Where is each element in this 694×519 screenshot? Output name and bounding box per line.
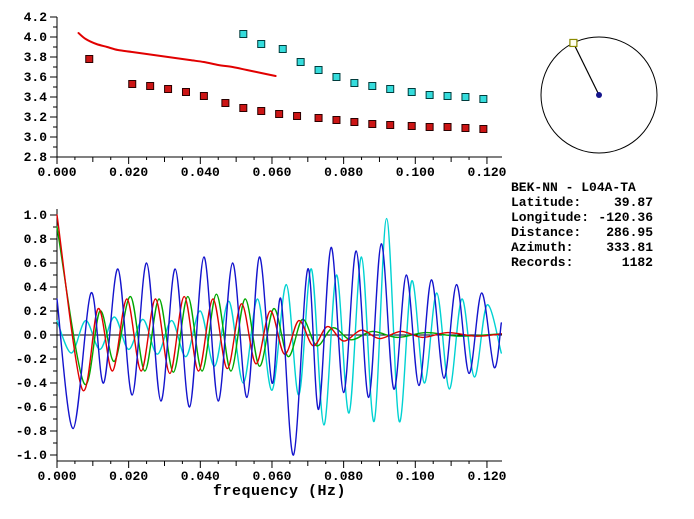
info-label: Records: <box>511 255 574 270</box>
group-velocity-picks-point <box>461 124 470 132</box>
group-velocity-picks-point <box>350 118 359 126</box>
phase-velocity-picks-point <box>257 40 266 48</box>
waveforms-plot: 0.000 0.020 0.040 0.060 0.080 0.100 0.120 -1.0 -… <box>16 208 507 484</box>
y-tick-label: 4.2 <box>24 10 48 25</box>
azimuth-pointer <box>572 42 600 96</box>
x-tick-label: 0.000 <box>37 165 76 180</box>
station-info-row: Latitude: 39.87 <box>511 195 653 210</box>
group-velocity-picks-point <box>407 122 416 130</box>
x-tick-label: 0.020 <box>109 469 148 484</box>
phase-velocity-picks-point <box>443 92 452 100</box>
info-label: Longitude: <box>511 210 590 225</box>
phase-velocity-picks-point <box>425 91 434 99</box>
group-velocity-picks-point <box>386 121 395 129</box>
info-label: Azimuth: <box>511 240 574 255</box>
group-velocity-picks-point <box>146 82 155 90</box>
group-velocity-picks-point <box>164 85 173 93</box>
dial-circle <box>540 36 658 154</box>
y-tick-label: 3.8 <box>24 50 48 65</box>
phase-velocity-picks-point <box>278 45 287 53</box>
phase-velocity-picks-point <box>350 79 359 87</box>
station-info-row: Records: 1182 <box>511 255 653 270</box>
info-label: Distance: <box>511 225 582 240</box>
y-tick-label: 4.0 <box>24 30 48 45</box>
phase-velocity-picks-point <box>407 88 416 96</box>
group-velocity-picks-point <box>479 125 488 133</box>
x-axis-title: frequency (Hz) <box>212 483 347 500</box>
azimuth-endpoint-marker <box>569 38 578 48</box>
y-tick-label: 1.0 <box>24 208 48 223</box>
group-velocity-picks-point <box>85 55 94 63</box>
group-velocity-picks-point <box>332 116 341 124</box>
group-velocity-picks-point <box>443 123 452 131</box>
x-tick-label: 0.040 <box>181 165 220 180</box>
info-value: 1182 <box>621 255 653 270</box>
phase-velocity-picks-point <box>332 73 341 81</box>
trace-green <box>56 226 502 386</box>
y-tick-label: 2.8 <box>24 150 48 165</box>
phase-velocity-picks-point <box>296 58 305 66</box>
phase-velocity-picks-point <box>461 93 470 101</box>
info-value: 39.87 <box>613 195 653 210</box>
info-label: Latitude: <box>511 195 582 210</box>
phase-velocity-picks-point <box>368 82 377 90</box>
y-tick-label: -0.6 <box>16 400 47 415</box>
station-info-row: Azimuth: 333.81 <box>511 240 653 255</box>
group-velocity-picks-point <box>275 110 284 118</box>
y-tick-label: -0.4 <box>16 376 47 391</box>
group-velocity-picks-point <box>293 112 302 120</box>
y-tick-label: 0.2 <box>24 304 48 319</box>
y-tick-label: 3.2 <box>24 110 48 125</box>
reference-dispersion-curve <box>77 32 277 77</box>
phase-velocity-picks-point <box>239 30 248 38</box>
trace-blue <box>56 243 502 456</box>
y-tick-label: 0.0 <box>24 328 48 343</box>
group-velocity-picks-point <box>257 107 266 115</box>
group-velocity-picks-point <box>128 80 137 88</box>
azimuth-dial <box>540 36 658 154</box>
dispersion-plot: 0.000 0.020 0.040 0.060 0.080 0.100 0.120 2.8 3.… <box>24 10 507 180</box>
y-tick-label: -0.8 <box>16 424 47 439</box>
group-velocity-picks-point <box>314 114 323 122</box>
x-tick-label: 0.000 <box>37 469 76 484</box>
y-tick-label: 0.4 <box>24 280 48 295</box>
station-pair-title: BEK-NN - L04A-TA <box>511 180 636 195</box>
x-tick-label: 0.040 <box>181 469 220 484</box>
group-velocity-picks-point <box>221 99 230 107</box>
group-velocity-picks-point <box>368 120 377 128</box>
phase-velocity-picks-point <box>479 95 488 103</box>
y-tick-label: 3.6 <box>24 70 48 85</box>
x-tick-label: 0.120 <box>467 469 506 484</box>
station-info-row: Longitude: -120.36 <box>511 210 653 225</box>
y-tick-label: 0.8 <box>24 232 48 247</box>
x-tick-label: 0.080 <box>324 469 363 484</box>
x-tick-label: 0.120 <box>467 165 506 180</box>
x-tick-label: 0.020 <box>109 165 148 180</box>
group-velocity-picks-point <box>239 104 248 112</box>
dial-center-dot <box>596 92 602 98</box>
x-tick-label: 0.100 <box>396 165 435 180</box>
group-velocity-picks-point <box>199 92 208 100</box>
y-tick-label: -0.2 <box>16 352 47 367</box>
phase-velocity-picks-point <box>314 66 323 74</box>
group-velocity-picks-point <box>425 123 434 131</box>
y-tick-label: 0.6 <box>24 256 48 271</box>
info-value: -120.36 <box>598 210 653 225</box>
station-info-row: Distance: 286.95 <box>511 225 653 240</box>
info-value: 286.95 <box>606 225 653 240</box>
x-tick-label: 0.060 <box>252 165 291 180</box>
station-info-panel: BEK-NN - L04A-TA Latitude: 39.87 Longitude… <box>511 180 653 270</box>
y-tick-label: 3.4 <box>24 90 48 105</box>
phase-velocity-picks-point <box>386 85 395 93</box>
x-tick-label: 0.060 <box>252 469 291 484</box>
group-velocity-picks-point <box>181 88 190 96</box>
x-tick-label: 0.080 <box>324 165 363 180</box>
station-info-rows: Latitude: 39.87 Longitude: -120.36 Distance:… <box>511 195 653 270</box>
info-value: 333.81 <box>606 240 653 255</box>
y-tick-label: 3.0 <box>24 130 48 145</box>
x-tick-label: 0.100 <box>396 469 435 484</box>
y-tick-label: -1.0 <box>16 448 47 463</box>
